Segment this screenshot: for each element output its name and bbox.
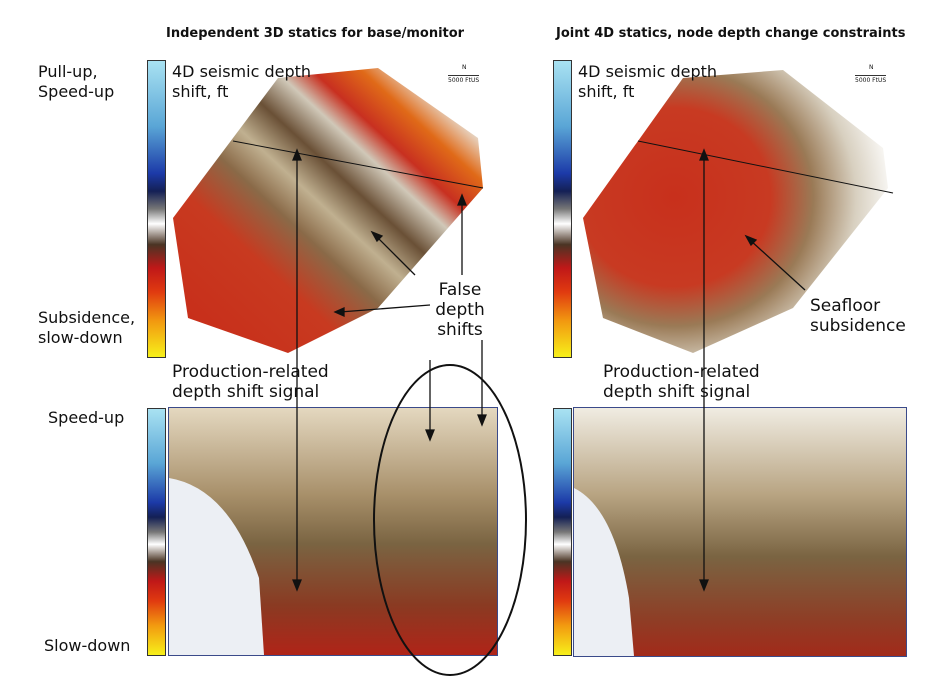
map-legend-right: 4D seismic depth shift, ft — [578, 62, 718, 101]
map-independent-statics — [168, 58, 493, 358]
section-joint-statics — [573, 407, 907, 657]
colorbar-bottom-right — [553, 408, 572, 656]
map-joint-statics — [573, 58, 908, 358]
section-independent-statics — [168, 407, 498, 656]
colorbar-top-right — [553, 60, 572, 358]
north-arrow-right: N — [869, 64, 874, 71]
scale-bar-right: 5000 FtUS — [855, 75, 887, 84]
left-column-title: Independent 3D statics for base/monitor — [166, 26, 465, 41]
false-shifts-label: False depth shifts — [435, 280, 485, 340]
production-signal-label-left: Production-related depth shift signal — [172, 362, 372, 402]
north-arrow-left: N — [462, 64, 467, 71]
right-column-title: Joint 4D statics, node depth change cons… — [556, 26, 906, 41]
map-area — [173, 68, 483, 353]
map-area — [583, 70, 888, 353]
speed-up-label: Speed-up — [48, 408, 125, 427]
colorbar-bottom-left — [147, 408, 166, 656]
subsidence-label: Subsidence, slow-down — [38, 308, 136, 347]
scale-bar-left: 5000 FtUS — [448, 75, 480, 84]
production-signal-label-right: Production-related depth shift signal — [603, 362, 803, 402]
slow-down-label: Slow-down — [44, 636, 131, 655]
seafloor-subsidence-label: Seafloor subsidence — [810, 296, 906, 336]
pull-up-label: Pull-up, Speed-up — [38, 62, 115, 101]
map-legend-left: 4D seismic depth shift, ft — [172, 62, 312, 101]
colorbar-top-left — [147, 60, 166, 358]
